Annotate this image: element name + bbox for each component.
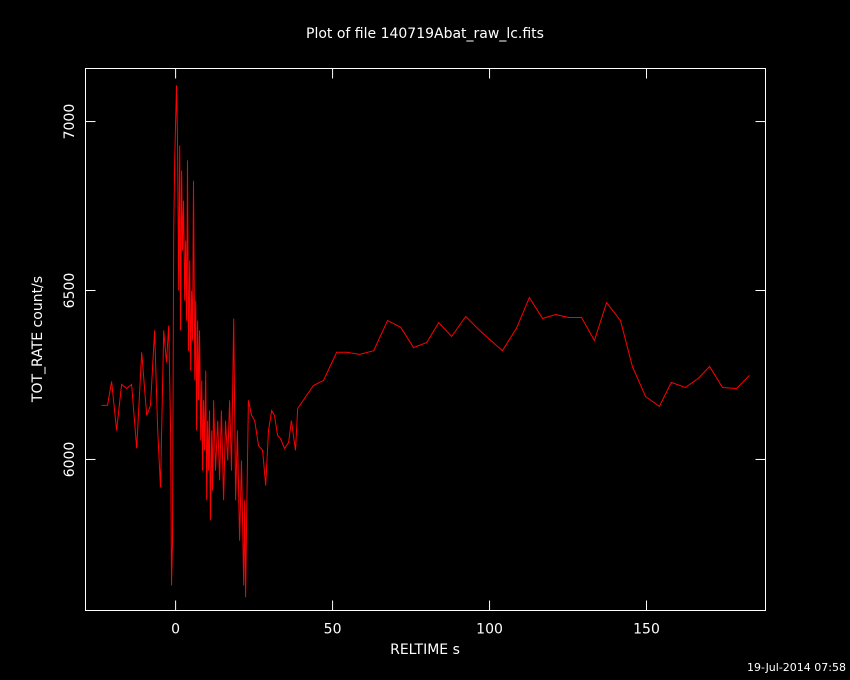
light-curve <box>101 85 750 598</box>
y-tick-label: 6000 <box>62 442 78 478</box>
x-tick-label: 100 <box>476 622 503 638</box>
x-tick-label: 0 <box>171 622 180 638</box>
plot-frame <box>85 68 766 611</box>
x-tick-label: 150 <box>633 622 660 638</box>
y-tick-label: 7000 <box>62 104 78 140</box>
y-axis-label: TOT_RATE count/s <box>30 276 46 403</box>
chart-title: Plot of file 140719Abat_raw_lc.fits <box>306 26 544 42</box>
x-tick-label: 50 <box>324 622 342 638</box>
timestamp: 19-Jul-2014 07:58 <box>747 661 846 674</box>
x-axis-label: RELTIME s <box>390 642 460 658</box>
y-tick-label: 6500 <box>62 273 78 309</box>
